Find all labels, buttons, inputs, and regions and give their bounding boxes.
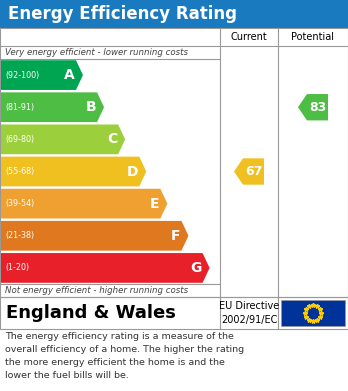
Text: B: B <box>86 100 96 114</box>
Text: 67: 67 <box>245 165 262 178</box>
Text: England & Wales: England & Wales <box>6 304 176 322</box>
Text: The energy efficiency rating is a measure of the
overall efficiency of a home. T: The energy efficiency rating is a measur… <box>5 332 244 380</box>
Text: (39-54): (39-54) <box>5 199 34 208</box>
Text: Current: Current <box>231 32 267 42</box>
Bar <box>281 300 345 326</box>
Text: (21-38): (21-38) <box>5 231 34 240</box>
Text: EU Directive
2002/91/EC: EU Directive 2002/91/EC <box>219 301 279 325</box>
Bar <box>0 0 348 28</box>
Text: Not energy efficient - higher running costs: Not energy efficient - higher running co… <box>5 286 188 295</box>
Polygon shape <box>1 253 209 283</box>
Text: Energy Efficiency Rating: Energy Efficiency Rating <box>8 5 237 23</box>
Polygon shape <box>1 157 146 187</box>
Text: (55-68): (55-68) <box>5 167 34 176</box>
Polygon shape <box>1 124 125 154</box>
Text: (92-100): (92-100) <box>5 70 39 80</box>
Text: E: E <box>150 197 159 211</box>
Polygon shape <box>1 189 167 219</box>
Text: G: G <box>190 261 201 275</box>
Text: D: D <box>127 165 138 179</box>
Text: A: A <box>64 68 75 82</box>
Bar <box>0 297 348 329</box>
Text: (81-91): (81-91) <box>5 103 34 112</box>
Polygon shape <box>1 60 83 90</box>
Text: Very energy efficient - lower running costs: Very energy efficient - lower running co… <box>5 48 188 57</box>
Polygon shape <box>1 221 189 251</box>
Bar <box>0 28 348 297</box>
Text: 83: 83 <box>309 101 326 114</box>
Text: (69-80): (69-80) <box>5 135 34 144</box>
Text: C: C <box>107 133 117 146</box>
Text: (1-20): (1-20) <box>5 264 29 273</box>
Polygon shape <box>1 92 104 122</box>
Polygon shape <box>234 158 264 185</box>
Polygon shape <box>298 94 328 120</box>
Text: F: F <box>171 229 181 243</box>
Text: Potential: Potential <box>292 32 334 42</box>
